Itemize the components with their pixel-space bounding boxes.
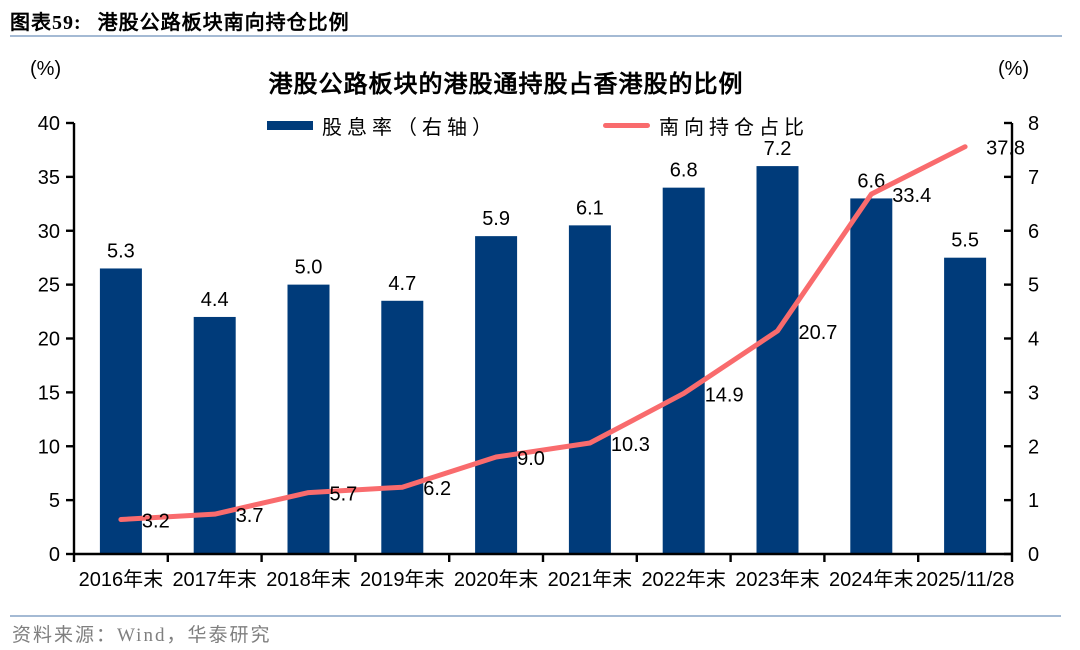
svg-text:3.7: 3.7 (236, 505, 264, 527)
figure-label: 图表59: (10, 12, 82, 34)
svg-text:5.7: 5.7 (330, 484, 358, 506)
svg-text:40: 40 (38, 113, 60, 135)
svg-text:35: 35 (38, 167, 60, 189)
svg-text:20.7: 20.7 (799, 322, 838, 344)
svg-text:7: 7 (1028, 167, 1039, 189)
svg-text:5.0: 5.0 (295, 257, 323, 279)
svg-text:4.7: 4.7 (388, 273, 416, 295)
svg-text:5: 5 (1028, 275, 1039, 297)
svg-text:1: 1 (1028, 490, 1039, 512)
svg-text:30: 30 (38, 221, 60, 243)
svg-text:6.2: 6.2 (423, 478, 451, 500)
svg-text:2016年末: 2016年末 (79, 568, 164, 591)
svg-text:2020年末: 2020年末 (454, 568, 539, 591)
svg-text:7.2: 7.2 (764, 138, 792, 160)
svg-text:6.1: 6.1 (576, 197, 604, 219)
svg-text:2019年末: 2019年末 (360, 568, 445, 591)
svg-text:2017年末: 2017年末 (172, 568, 257, 591)
svg-text:5.5: 5.5 (951, 230, 979, 252)
svg-text:6.6: 6.6 (857, 170, 885, 192)
svg-text:2023年末: 2023年末 (735, 568, 820, 591)
svg-text:5.3: 5.3 (107, 240, 135, 262)
svg-text:37.8: 37.8 (986, 138, 1025, 160)
legend-label-southbound: 南向持仓占比 (659, 116, 809, 139)
svg-text:25: 25 (38, 275, 60, 297)
svg-text:8: 8 (1028, 113, 1039, 135)
svg-text:2018年末: 2018年末 (266, 568, 351, 591)
svg-text:0: 0 (1028, 544, 1039, 566)
source-note: 资料来源：Wind，华泰研究 (12, 625, 272, 646)
svg-text:20: 20 (38, 329, 60, 351)
svg-text:2024年末: 2024年末 (829, 568, 914, 591)
title-underline (10, 35, 1062, 37)
chart-title: 港股公路板块的港股通持股占香港股的比例 (268, 72, 744, 98)
left-axis-unit: (%) (30, 58, 62, 80)
svg-text:9.0: 9.0 (517, 448, 545, 470)
footer-rule (10, 615, 1061, 617)
svg-text:15: 15 (38, 382, 60, 404)
svg-text:3: 3 (1028, 382, 1039, 404)
figure-header: 图表59: 港股公路板块南向持仓比例 (10, 6, 350, 35)
svg-text:10.3: 10.3 (611, 434, 650, 456)
svg-text:6.8: 6.8 (670, 160, 698, 182)
legend-item-dividend: 股息率（右轴） (267, 112, 497, 139)
svg-text:5.9: 5.9 (482, 208, 510, 230)
svg-text:10: 10 (38, 436, 60, 458)
right-axis-unit: (%) (998, 58, 1030, 80)
line-legend-swatch (603, 122, 650, 128)
svg-text:2: 2 (1028, 436, 1039, 458)
svg-text:2021年末: 2021年末 (548, 568, 633, 591)
svg-text:4: 4 (1028, 329, 1039, 351)
figure-title: 港股公路板块南向持仓比例 (97, 12, 350, 34)
svg-text:6: 6 (1028, 221, 1039, 243)
svg-text:3.2: 3.2 (142, 511, 170, 533)
svg-text:33.4: 33.4 (892, 185, 931, 207)
svg-text:14.9: 14.9 (705, 384, 744, 406)
legend-item-southbound: 南向持仓占比 (603, 112, 809, 139)
bar-legend-swatch (267, 120, 313, 130)
svg-text:4.4: 4.4 (201, 289, 229, 311)
svg-text:2025/11/28: 2025/11/28 (916, 569, 1015, 591)
svg-text:0: 0 (49, 544, 60, 566)
legend-label-dividend: 股息率（右轴） (322, 116, 497, 139)
svg-text:2022年末: 2022年末 (641, 568, 726, 591)
svg-text:5: 5 (49, 490, 60, 512)
